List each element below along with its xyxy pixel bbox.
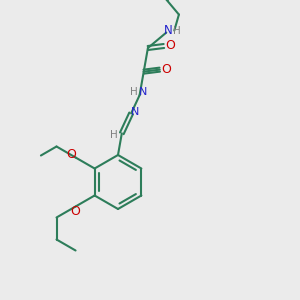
Text: N: N xyxy=(131,107,139,117)
Text: H: H xyxy=(130,87,137,97)
Text: H: H xyxy=(173,26,181,36)
Text: O: O xyxy=(165,40,175,52)
Text: O: O xyxy=(161,63,171,76)
Text: N: N xyxy=(138,87,147,97)
Text: H: H xyxy=(110,130,118,140)
Text: O: O xyxy=(67,148,76,161)
Text: N: N xyxy=(164,24,173,37)
Text: O: O xyxy=(70,205,80,218)
